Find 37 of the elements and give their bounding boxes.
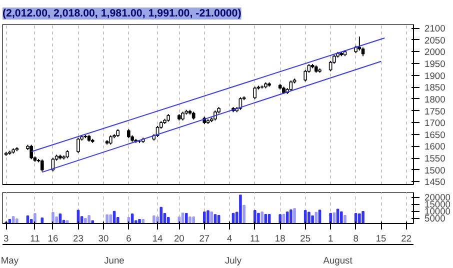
y-tick-label: 1500 xyxy=(424,165,446,176)
x2-tick-label: July xyxy=(224,256,242,266)
x-tick-label: 4 xyxy=(227,234,232,244)
x-tick-label: 27 xyxy=(199,234,210,244)
x-tick-label: 23 xyxy=(73,234,84,244)
x2-tick-label: August xyxy=(323,256,353,266)
x-tick-label: 11 xyxy=(30,234,40,244)
x-tick-label: 15 xyxy=(376,234,386,244)
y-tick-label: 1700 xyxy=(424,118,446,128)
y-tick-label: 2050 xyxy=(424,35,446,46)
x2-tick-label: May xyxy=(0,256,19,266)
y-tick-label: 1600 xyxy=(424,142,446,152)
y-tick-label: 1850 xyxy=(424,82,446,93)
y-tick-label: 1900 xyxy=(424,70,446,81)
x-tick-label: 6 xyxy=(126,234,132,244)
x-tick-label: 18 xyxy=(274,234,286,244)
y-tick-label: 1800 xyxy=(424,94,446,104)
y-tick-label: 1650 xyxy=(424,130,446,140)
x-tick-label: 25 xyxy=(300,234,311,244)
y-tick-label: 2000 xyxy=(424,47,446,58)
y-tick-label: 1450 xyxy=(424,177,446,188)
x-tick-label: 20 xyxy=(174,234,184,244)
y-tick-label: 2100 xyxy=(424,24,446,34)
y-tick-label: 1750 xyxy=(424,106,446,116)
y-tick-label: 1950 xyxy=(424,58,446,69)
x-tick-label: 3 xyxy=(4,234,9,244)
x-tick-label: 11 xyxy=(250,234,260,244)
chart-title: (2,012.00, 2,018.00, 1,981.00, 1,991.00, -21.0000) xyxy=(2,8,242,20)
x2-tick-label: June xyxy=(104,256,124,266)
x-tick-label: 1 xyxy=(328,234,334,244)
x-tick-label: 30 xyxy=(98,234,109,244)
x-tick-label: 22 xyxy=(401,234,412,244)
x-tick-label: 8 xyxy=(353,234,358,244)
x-tick-label: 16 xyxy=(48,234,58,244)
y-tick-label: 5000 xyxy=(424,214,446,224)
y-tick-label: 1550 xyxy=(424,154,446,164)
x-tick-label: 14 xyxy=(152,234,163,244)
